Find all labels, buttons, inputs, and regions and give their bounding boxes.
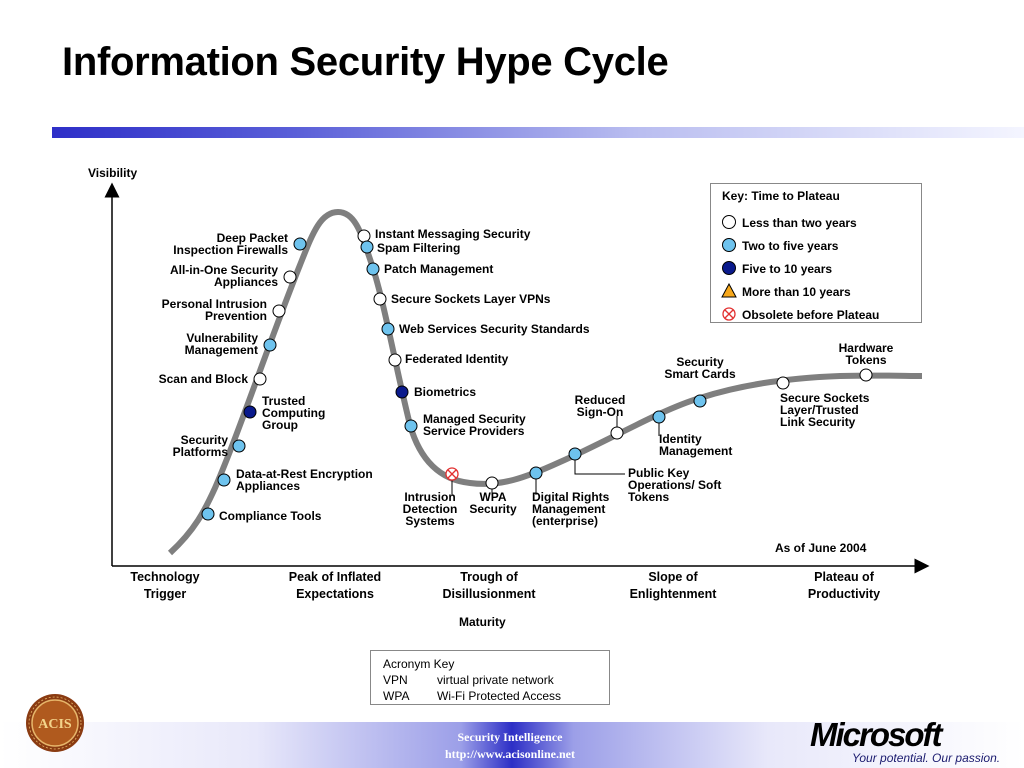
technology-label: Biometrics [414, 385, 476, 399]
key-box: Key: Time to Plateau Less than two years… [710, 183, 922, 323]
dark-blue-circle-icon [722, 261, 736, 275]
technology-label: Identity Management [659, 432, 732, 458]
technology-label: Federated Identity [405, 352, 509, 366]
acronym-definition: Wi-Fi Protected Access [437, 689, 562, 703]
technology-label: Security Smart Cards [664, 355, 736, 381]
key-label: Two to five years [742, 239, 839, 253]
obsolete-cross [447, 469, 457, 479]
key-label: Five to 10 years [742, 262, 833, 276]
technology-marker [404, 419, 418, 433]
light-blue-circle-icon [722, 238, 736, 252]
technology-marker [293, 237, 307, 251]
technology-label: Patch Management [384, 262, 493, 276]
technology-label: Data-at-Rest Encryption Appliances [236, 467, 373, 493]
footer-line-1: Security Intelligence [457, 730, 563, 744]
footer-band: Security Intelligence http://www.acisonl… [0, 722, 1024, 768]
microsoft-logo: Microsoft [810, 716, 942, 753]
technology-label: Intrusion Detection Systems [403, 490, 458, 528]
x-axis-label: Maturity [459, 615, 506, 629]
technology-label: All-in-One Security Appliances [170, 263, 278, 289]
technology-marker [272, 304, 286, 318]
as-of-date: As of June 2004 [775, 541, 867, 555]
technology-marker [253, 372, 267, 386]
technology-marker [395, 385, 409, 399]
acis-logo: ACIS [26, 694, 84, 752]
phase-label: Trough of Disillusionment [442, 570, 536, 601]
technology-label: Security Platforms [173, 433, 229, 459]
orange-triangle-icon [721, 283, 737, 298]
technology-label: Vulnerability Management [185, 331, 259, 357]
technology-marker [263, 338, 277, 352]
technology-marker [243, 405, 257, 419]
y-axis-label: Visibility [88, 166, 137, 180]
technology-marker [568, 447, 582, 461]
technology-label: Deep Packet Inspection Firewalls [173, 231, 288, 257]
technology-label: Compliance Tools [219, 509, 322, 523]
technology-label: Spam Filtering [377, 241, 460, 255]
technology-marker [776, 376, 790, 390]
technology-label: Public Key Operations/ Soft Tokens [628, 466, 721, 504]
technology-label: Personal Intrusion Prevention [162, 297, 267, 323]
technology-label: WPA Security [469, 490, 517, 516]
technology-marker [201, 507, 215, 521]
technology-label: Web Services Security Standards [399, 322, 590, 336]
technology-marker [529, 466, 543, 480]
callout-line [574, 460, 625, 475]
key-label: Obsolete before Plateau [742, 308, 880, 322]
phase-label: Slope of Enlightenment [630, 570, 718, 601]
svg-text:ACIS: ACIS [38, 717, 72, 732]
acronym-key-box: Acronym Key VPN virtual private network … [370, 650, 610, 705]
white-circle-icon [722, 215, 736, 229]
key-title: Key: Time to Plateau [722, 189, 840, 203]
microsoft-tagline: Your potential. Our passion. [852, 751, 1001, 765]
technology-marker [357, 229, 371, 243]
acronym-abbr: VPN [383, 673, 408, 687]
technology-marker [381, 322, 395, 336]
technology-label: Trusted Computing Group [262, 394, 325, 432]
technology-label: Secure Sockets Layer VPNs [391, 292, 551, 306]
technology-marker [283, 270, 297, 284]
page-title: Information Security Hype Cycle [62, 40, 669, 84]
footer-line-2: http://www.acisonline.net [444, 747, 575, 761]
acronym-key-title: Acronym Key [383, 657, 455, 671]
phase-label: Peak of Inflated Expectations [289, 570, 381, 601]
technology-marker [693, 394, 707, 408]
red-crossed-circle-icon [722, 307, 736, 321]
technology-label: Instant Messaging Security [375, 227, 531, 241]
technology-label: Secure Sockets Layer/Trusted Link Security [780, 391, 870, 429]
technology-label: Hardware Tokens [839, 341, 894, 367]
technology-marker [652, 410, 666, 424]
technology-marker [610, 426, 624, 440]
acronym-definition: virtual private network [437, 673, 554, 687]
phase-label: Plateau of Productivity [808, 570, 880, 601]
acronym-abbr: WPA [383, 689, 410, 703]
technology-marker [232, 439, 246, 453]
title-underline-bar [52, 127, 1024, 138]
phase-label: Technology Trigger [130, 570, 199, 601]
technology-marker [360, 240, 374, 254]
callout-lines [451, 416, 660, 495]
technology-marker [485, 476, 499, 490]
technology-label: Digital Rights Management (enterprise) [532, 490, 610, 528]
key-label: Less than two years [742, 216, 857, 230]
technology-labels: Compliance Tools Data-at-Rest Encryption A… [159, 227, 894, 528]
technology-marker [388, 353, 402, 367]
key-label: More than 10 years [742, 285, 851, 299]
technology-marker [373, 292, 387, 306]
technology-marker [859, 368, 873, 382]
technology-markers [201, 229, 873, 521]
technology-label: Managed Security Service Providers [423, 412, 526, 438]
technology-label: Reduced Sign-On [575, 393, 626, 419]
technology-marker [217, 473, 231, 487]
technology-marker [366, 262, 380, 276]
phase-labels: Technology Trigger Peak of Inflated Expecta… [130, 570, 880, 601]
technology-label: Scan and Block [159, 372, 249, 386]
